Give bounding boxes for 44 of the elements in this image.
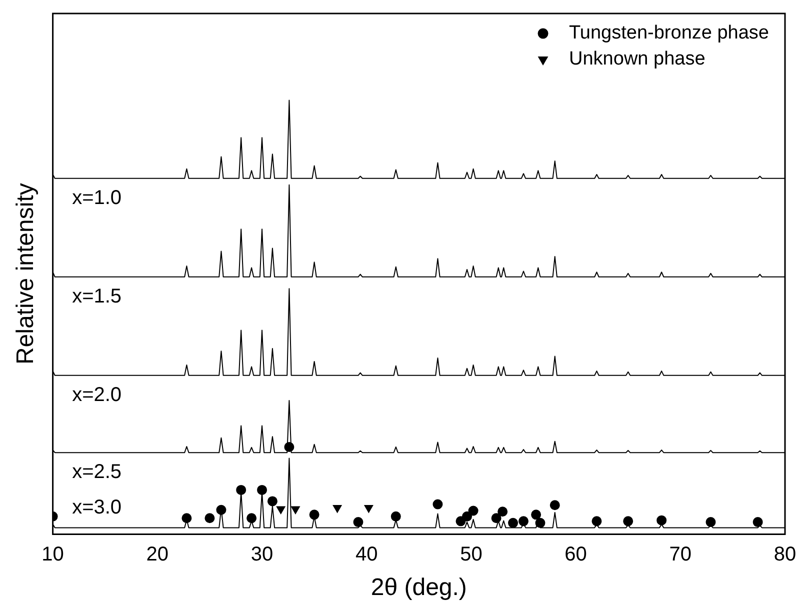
series-label: x=1.0 bbox=[72, 186, 122, 209]
point bbox=[257, 484, 267, 495]
point bbox=[236, 484, 246, 495]
x-axis-title: 2θ (deg.) bbox=[370, 574, 467, 602]
point bbox=[550, 500, 560, 510]
point bbox=[706, 517, 716, 528]
point bbox=[592, 516, 602, 526]
point bbox=[309, 510, 320, 520]
point bbox=[276, 506, 286, 514]
point bbox=[656, 515, 667, 526]
point bbox=[204, 513, 215, 524]
series-label: x=2.0 bbox=[72, 384, 122, 406]
point bbox=[623, 516, 634, 526]
x-tick-label: 70 bbox=[669, 544, 692, 566]
x-tick-label: 60 bbox=[564, 544, 587, 566]
point bbox=[364, 504, 374, 513]
x-tick-label: 20 bbox=[146, 544, 169, 566]
x-tick-label: 40 bbox=[355, 544, 378, 566]
point bbox=[531, 510, 542, 520]
y-axis-title: Relative intensity bbox=[12, 183, 40, 365]
point bbox=[498, 506, 508, 517]
point bbox=[468, 506, 478, 516]
point bbox=[462, 511, 472, 522]
x-tick-label: 30 bbox=[250, 544, 274, 566]
point bbox=[353, 517, 364, 528]
series-label: x=2.5 bbox=[72, 461, 122, 484]
series-label: x=1.5 bbox=[72, 285, 122, 308]
point bbox=[267, 496, 278, 506]
point bbox=[518, 516, 528, 526]
point bbox=[332, 504, 342, 513]
legend-label: Tungsten-bronze phase bbox=[569, 22, 769, 44]
x-tick-label: 80 bbox=[774, 544, 796, 566]
point bbox=[491, 513, 502, 524]
point bbox=[752, 517, 763, 528]
point bbox=[508, 518, 518, 528]
point bbox=[182, 513, 192, 524]
x-tick-label: 10 bbox=[42, 544, 64, 566]
point bbox=[291, 506, 300, 514]
point bbox=[390, 511, 401, 522]
x-tick-label: 50 bbox=[460, 544, 482, 566]
point bbox=[432, 499, 443, 510]
series-label: x=3.0 bbox=[72, 496, 122, 519]
point bbox=[246, 513, 257, 524]
legend-label: Unknown phase bbox=[569, 48, 706, 70]
